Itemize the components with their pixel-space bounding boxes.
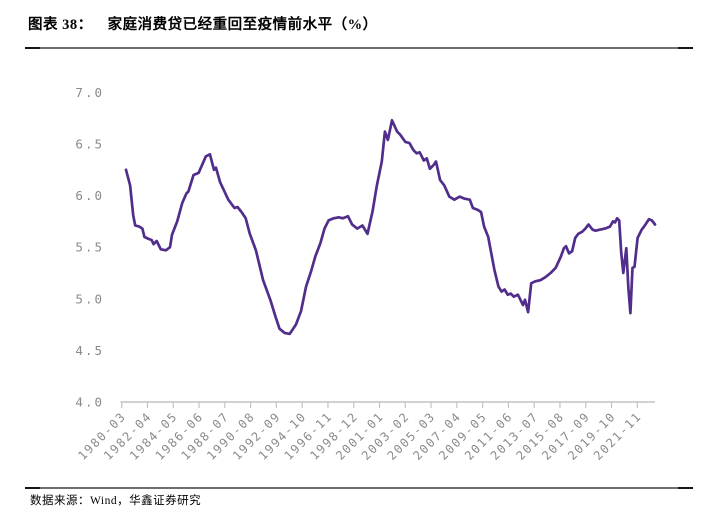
y-axis-tick-label: 4.5 [75, 343, 104, 358]
y-axis-tick-label: 6.5 [75, 137, 104, 152]
y-axis-tick-label: 7.0 [75, 85, 104, 100]
chart-svg: 1980-031982-041984-051986-061988-071990-… [75, 85, 657, 463]
y-axis-tick-label: 6.0 [75, 188, 104, 203]
series-line [124, 118, 657, 336]
data-source: 数据来源：Wind，华鑫证券研究 [30, 495, 202, 507]
y-axis-tick-label: 5.0 [75, 291, 104, 306]
figure-label: 图表 38： [28, 17, 93, 33]
y-axis-tick-label: 4.0 [75, 395, 104, 410]
figure-title: 家庭消费贷已经重回至疫情前水平（%） [107, 17, 378, 33]
figure-header: 图表 38： 家庭消费贷已经重回至疫情前水平（%） [28, 13, 378, 34]
line-chart: 1980-03 1982-04 1984-05 1986-06 1988-07 1990-… [0, 50, 714, 480]
bottom-divider [25, 486, 693, 489]
top-divider [25, 46, 693, 49]
y-axis-tick-label: 5.5 [75, 240, 104, 255]
